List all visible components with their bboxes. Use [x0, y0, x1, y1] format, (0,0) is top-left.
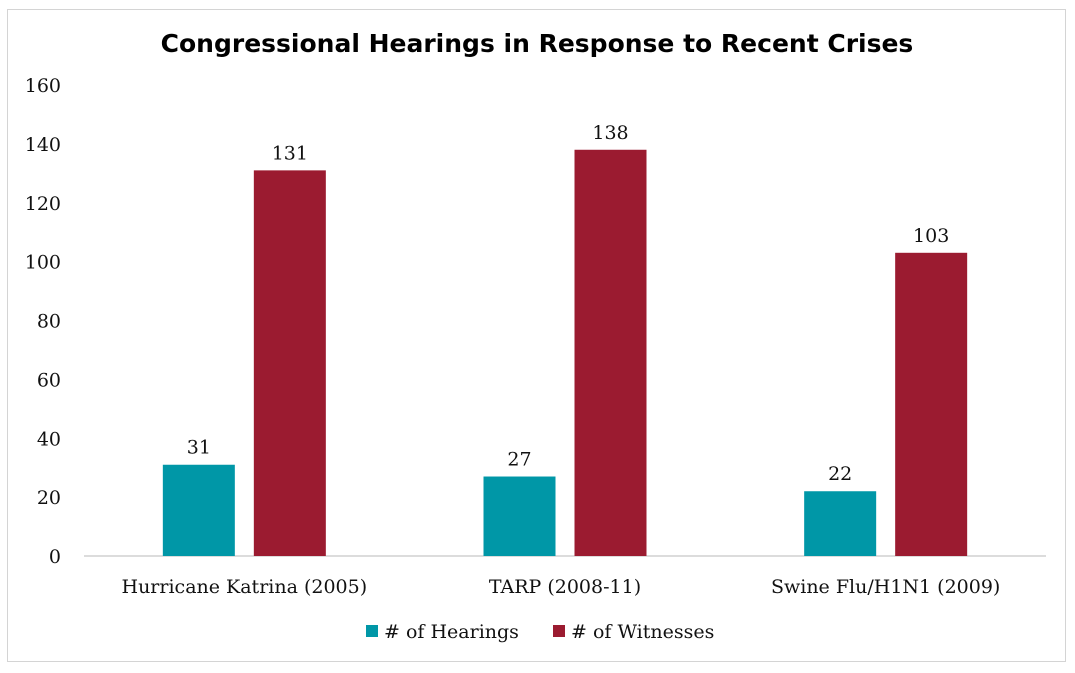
bar-hearings [804, 491, 877, 556]
y-tick-label: 160 [25, 75, 61, 97]
legend: # of Hearings # of Witnesses [366, 621, 714, 643]
x-category-label: Hurricane Katrina (2005) [122, 576, 368, 598]
y-tick-label: 80 [37, 311, 61, 333]
x-axis: Hurricane Katrina (2005) TARP (2008-11) Sw… [122, 576, 1001, 598]
y-tick-label: 60 [37, 369, 61, 391]
bar-hearings [483, 476, 556, 556]
bars-group: 31 131 27 138 22 103 [162, 122, 968, 556]
bar-hearings [162, 464, 235, 556]
legend-swatch-witnesses [553, 625, 565, 637]
data-label: 31 [187, 437, 211, 459]
bar-witnesses [895, 252, 968, 556]
bar-witnesses [253, 170, 326, 556]
x-category-label: TARP (2008-11) [489, 576, 641, 598]
y-tick-label: 140 [25, 134, 61, 156]
y-tick-label: 100 [25, 252, 61, 274]
data-label: 131 [272, 142, 308, 164]
chart-title: Congressional Hearings in Response to Re… [161, 29, 914, 58]
y-tick-label: 120 [25, 193, 61, 215]
y-tick-label: 40 [37, 428, 61, 450]
bar-witnesses [574, 149, 647, 556]
y-tick-label: 0 [49, 546, 61, 568]
data-label: 103 [913, 225, 949, 247]
y-axis: 0 20 40 60 80 100 120 140 160 [25, 75, 61, 568]
data-label: 27 [507, 449, 531, 471]
legend-swatch-hearings [366, 625, 378, 637]
legend-label-hearings: # of Hearings [384, 621, 519, 643]
x-category-label: Swine Flu/H1N1 (2009) [771, 576, 1000, 598]
y-tick-label: 20 [37, 487, 61, 509]
data-label: 138 [592, 122, 628, 144]
legend-label-witnesses: # of Witnesses [571, 621, 714, 643]
data-label: 22 [828, 463, 852, 485]
